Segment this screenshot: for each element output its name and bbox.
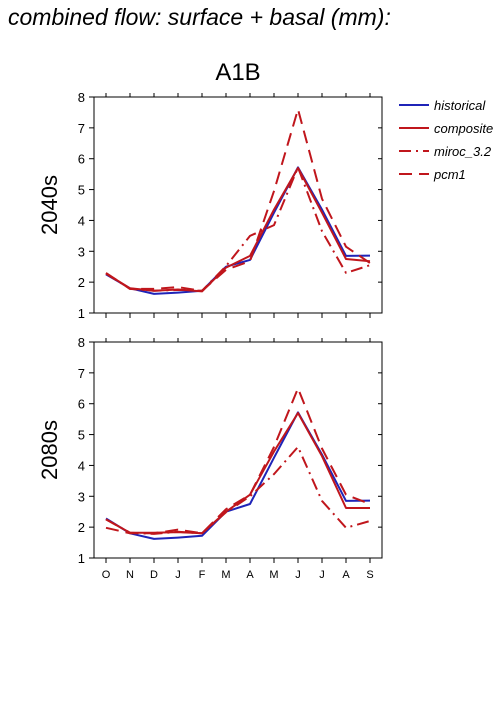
x-tick-label: F xyxy=(199,569,206,581)
series-line-miroc-3-2 xyxy=(105,166,371,292)
x-tick-label: J xyxy=(175,569,181,581)
y-tick-label: 2 xyxy=(78,275,85,290)
x-tick-label: S xyxy=(366,569,373,581)
plot-frame xyxy=(93,341,383,559)
legend-label: miroc_3.2 xyxy=(434,144,492,159)
y-tick-label: 2 xyxy=(78,520,85,535)
series-line-historical xyxy=(105,411,371,540)
y-tick-label: 8 xyxy=(78,90,85,105)
series-line-miroc-3-2 xyxy=(105,445,371,535)
y-axis-label: 2080s xyxy=(37,420,62,480)
y-tick-label: 4 xyxy=(78,458,85,473)
chart-panel-2040s: 1 2 3 4 5 6 7 8 2040s xyxy=(37,90,383,321)
y-tick-label: 7 xyxy=(78,366,85,381)
x-tick-label: D xyxy=(150,569,158,581)
plot-frame xyxy=(93,96,383,314)
x-tick-label: M xyxy=(269,569,278,581)
series-line-composite xyxy=(105,412,370,535)
legend-label: pcm1 xyxy=(433,167,466,182)
series-line-pcm1 xyxy=(105,387,371,535)
x-tick-label: A xyxy=(342,569,350,581)
y-tick-label: 1 xyxy=(78,551,85,566)
legend-label: composite xyxy=(434,121,493,136)
x-tick-label: A xyxy=(246,569,254,581)
series-line-pcm1 xyxy=(105,108,371,292)
y-tick-label: 6 xyxy=(78,152,85,167)
y-tick-label: 8 xyxy=(78,335,85,350)
figure-title: combined flow: surface + basal (mm): xyxy=(8,4,391,30)
y-tick-label: 6 xyxy=(78,397,85,412)
legend: historical composite miroc_3.2 pcm1 xyxy=(399,98,493,182)
x-tick-label: J xyxy=(295,569,301,581)
y-tick-label: 3 xyxy=(78,244,85,259)
chart-panels: 1 2 3 4 5 6 7 8 2040s 1 2 3 4 5 6 7 8 O N D J F M A M J J A S 2080s xyxy=(37,90,383,581)
series-line-historical xyxy=(105,166,371,295)
y-tick-label: 1 xyxy=(78,306,85,321)
x-tick-label: O xyxy=(102,569,111,581)
x-tick-label: J xyxy=(319,569,325,581)
y-tick-label: 7 xyxy=(78,121,85,136)
scenario-title: A1B xyxy=(215,59,260,86)
x-tick-label: M xyxy=(221,569,230,581)
y-tick-label: 3 xyxy=(78,489,85,504)
x-tick-label: N xyxy=(126,569,134,581)
y-tick-label: 5 xyxy=(78,428,85,443)
chart-panel-2080s: 1 2 3 4 5 6 7 8 O N D J F M A M J J A S 2080s xyxy=(37,335,383,581)
legend-label: historical xyxy=(434,98,486,113)
y-axis-label: 2040s xyxy=(37,175,62,235)
y-tick-label: 4 xyxy=(78,213,85,228)
y-tick-label: 5 xyxy=(78,183,85,198)
series-line-composite xyxy=(105,167,371,293)
